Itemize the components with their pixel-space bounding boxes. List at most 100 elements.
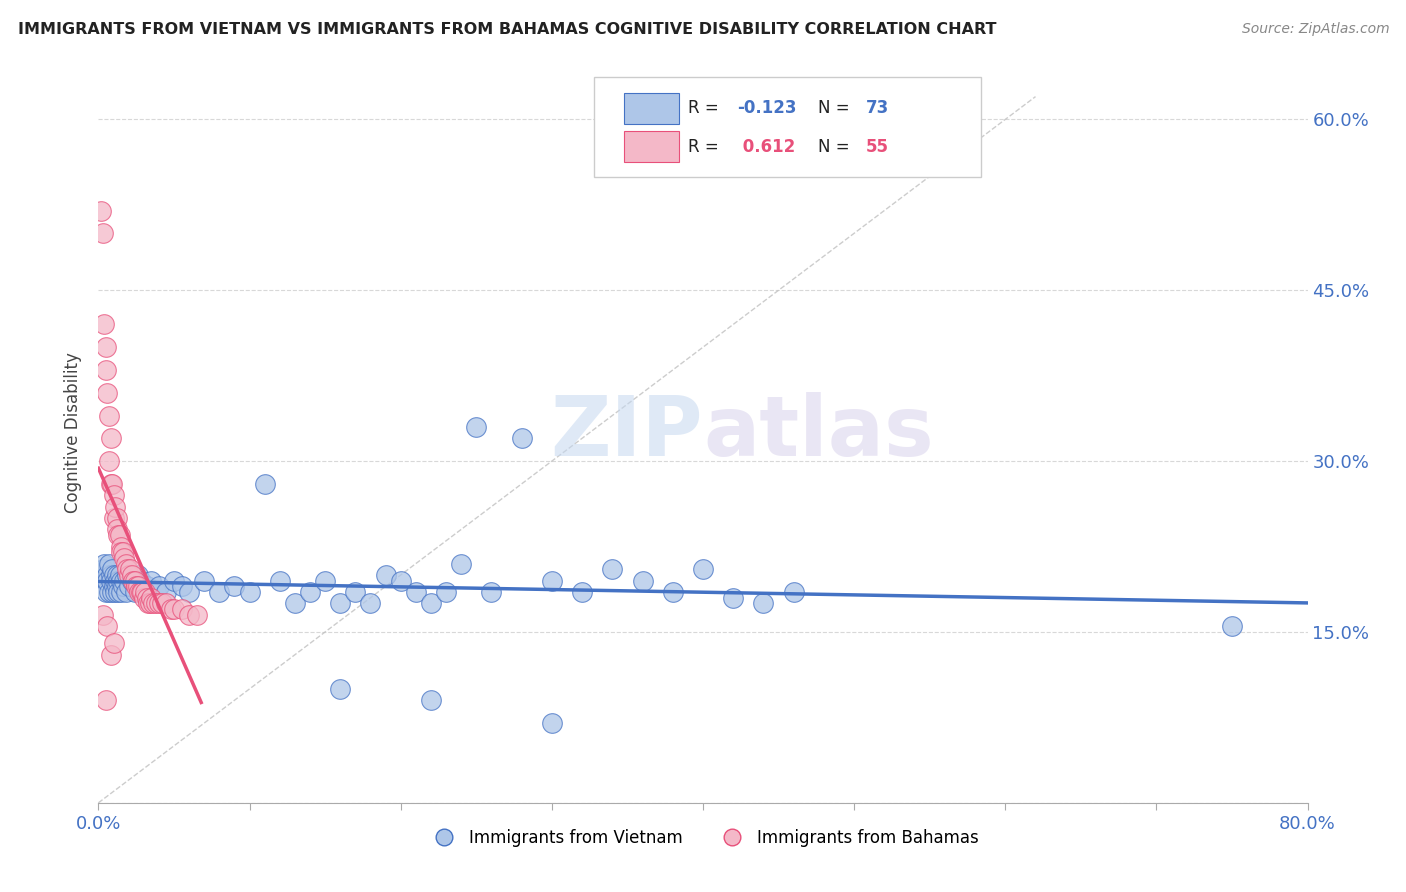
Point — [208, 585, 231, 599]
Point — [141, 574, 163, 588]
Text: ZIP: ZIP — [551, 392, 703, 473]
Point — [163, 574, 186, 588]
Point — [91, 607, 114, 622]
FancyBboxPatch shape — [624, 93, 679, 124]
Point — [110, 585, 132, 599]
Point — [111, 579, 134, 593]
Point — [299, 585, 322, 599]
Point — [122, 574, 145, 588]
Text: IMMIGRANTS FROM VIETNAM VS IMMIGRANTS FROM BAHAMAS COGNITIVE DISABILITY CORRELAT: IMMIGRANTS FROM VIETNAM VS IMMIGRANTS FR… — [18, 22, 997, 37]
Point — [481, 585, 503, 599]
Point — [105, 511, 128, 525]
Point — [155, 585, 177, 599]
Point — [101, 585, 124, 599]
Point — [114, 585, 136, 599]
Point — [163, 602, 186, 616]
Point — [100, 568, 122, 582]
Text: -0.123: -0.123 — [737, 99, 796, 118]
Point — [91, 562, 114, 576]
Text: 55: 55 — [866, 138, 889, 156]
Point — [120, 562, 142, 576]
Point — [389, 574, 412, 588]
Point — [124, 585, 146, 599]
Point — [374, 568, 396, 582]
Point — [420, 597, 443, 611]
Point — [450, 557, 472, 571]
Point — [94, 363, 117, 377]
Point — [540, 574, 562, 588]
Point — [91, 227, 114, 241]
Point — [100, 648, 122, 662]
Point — [100, 431, 122, 445]
Point — [571, 585, 593, 599]
Point — [179, 607, 201, 622]
Point — [723, 591, 745, 605]
Point — [170, 579, 193, 593]
Point — [135, 591, 157, 605]
Point — [145, 585, 167, 599]
Point — [170, 602, 193, 616]
Point — [132, 585, 155, 599]
Point — [104, 500, 127, 514]
Point — [103, 579, 125, 593]
Point — [103, 511, 125, 525]
Point — [111, 545, 134, 559]
Point — [107, 528, 129, 542]
Point — [284, 597, 307, 611]
Point — [329, 681, 352, 696]
Point — [125, 579, 148, 593]
Point — [124, 574, 146, 588]
Point — [127, 579, 149, 593]
Text: R =: R = — [689, 138, 724, 156]
Point — [115, 562, 138, 576]
Point — [98, 585, 121, 599]
Point — [661, 585, 683, 599]
Point — [405, 585, 427, 599]
Point — [103, 636, 125, 650]
Point — [93, 318, 115, 332]
Point — [110, 574, 132, 588]
Point — [160, 602, 183, 616]
Point — [239, 585, 262, 599]
Point — [129, 574, 152, 588]
Text: N =: N = — [818, 99, 855, 118]
Point — [121, 568, 143, 582]
Point — [128, 585, 150, 599]
Point — [104, 585, 127, 599]
Point — [179, 585, 201, 599]
Point — [107, 585, 129, 599]
Point — [129, 585, 152, 599]
Point — [150, 597, 173, 611]
Point — [121, 574, 143, 588]
Point — [114, 557, 136, 571]
Point — [631, 574, 654, 588]
Point — [148, 579, 170, 593]
Point — [108, 568, 131, 582]
Point — [224, 579, 246, 593]
Point — [434, 585, 457, 599]
Point — [155, 597, 177, 611]
FancyBboxPatch shape — [595, 78, 981, 178]
Point — [93, 557, 115, 571]
Point — [141, 591, 163, 605]
Point — [96, 574, 118, 588]
Legend: Immigrants from Vietnam, Immigrants from Bahamas: Immigrants from Vietnam, Immigrants from… — [420, 822, 986, 854]
Point — [139, 597, 162, 611]
Text: 73: 73 — [866, 99, 890, 118]
Point — [783, 585, 806, 599]
Point — [108, 528, 131, 542]
Point — [420, 693, 443, 707]
FancyBboxPatch shape — [624, 131, 679, 162]
Point — [110, 540, 132, 554]
Text: R =: R = — [689, 99, 724, 118]
Point — [110, 545, 132, 559]
Point — [148, 597, 170, 611]
Point — [540, 716, 562, 731]
Point — [314, 574, 336, 588]
Point — [100, 476, 122, 491]
Point — [136, 597, 159, 611]
Point — [1220, 619, 1243, 633]
Point — [131, 585, 153, 599]
Point — [112, 574, 135, 588]
Point — [360, 597, 382, 611]
